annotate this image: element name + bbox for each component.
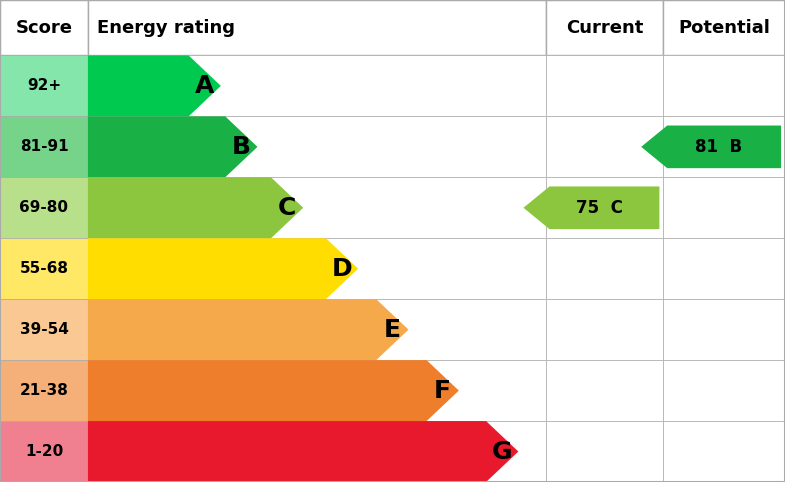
Polygon shape [641,125,781,168]
Polygon shape [524,187,659,229]
Bar [88,116,546,177]
Polygon shape [88,177,303,238]
Text: 55-68: 55-68 [20,261,68,276]
Text: B: B [232,135,251,159]
Text: 75  C: 75 C [576,199,623,217]
Bar [88,55,546,116]
Bar [663,177,785,238]
Text: E: E [384,318,401,342]
Polygon shape [88,299,408,360]
Text: D: D [332,257,352,281]
Bar [546,0,663,55]
Text: 81-91: 81-91 [20,139,68,154]
Bar [0,177,88,238]
Text: 21-38: 21-38 [20,383,68,398]
Bar [88,421,546,482]
Bar [663,55,785,116]
Bar [663,116,785,177]
Polygon shape [88,116,257,177]
Text: 69-80: 69-80 [20,201,68,215]
Polygon shape [88,421,518,482]
Text: C: C [278,196,296,220]
Bar [546,421,663,482]
Bar [663,238,785,299]
Bar [663,0,785,55]
Bar [663,421,785,482]
Text: 92+: 92+ [27,79,61,94]
Bar [0,0,88,55]
Bar [0,238,88,299]
Bar [88,238,546,299]
Bar [546,360,663,421]
Text: 81  B: 81 B [696,138,743,156]
Text: F: F [434,378,451,402]
Polygon shape [88,55,221,116]
Bar [546,238,663,299]
Text: 39-54: 39-54 [20,322,68,337]
Text: Energy rating: Energy rating [97,19,236,37]
Polygon shape [88,360,459,421]
Bar [0,421,88,482]
Bar [0,116,88,177]
Bar [88,299,546,360]
Bar [0,360,88,421]
Text: Score: Score [16,19,72,37]
Bar [0,55,88,116]
Bar [88,177,546,238]
Text: Current: Current [566,19,643,37]
Text: G: G [492,440,513,464]
Bar [663,299,785,360]
Bar [88,360,546,421]
Bar [0,299,88,360]
Text: A: A [195,74,214,98]
Bar [546,177,663,238]
Bar [663,360,785,421]
Polygon shape [88,238,358,299]
Text: Potential: Potential [678,19,770,37]
Text: 1-20: 1-20 [25,444,63,459]
Bar [546,299,663,360]
Bar [546,55,663,116]
Bar [88,0,546,55]
Bar [546,116,663,177]
